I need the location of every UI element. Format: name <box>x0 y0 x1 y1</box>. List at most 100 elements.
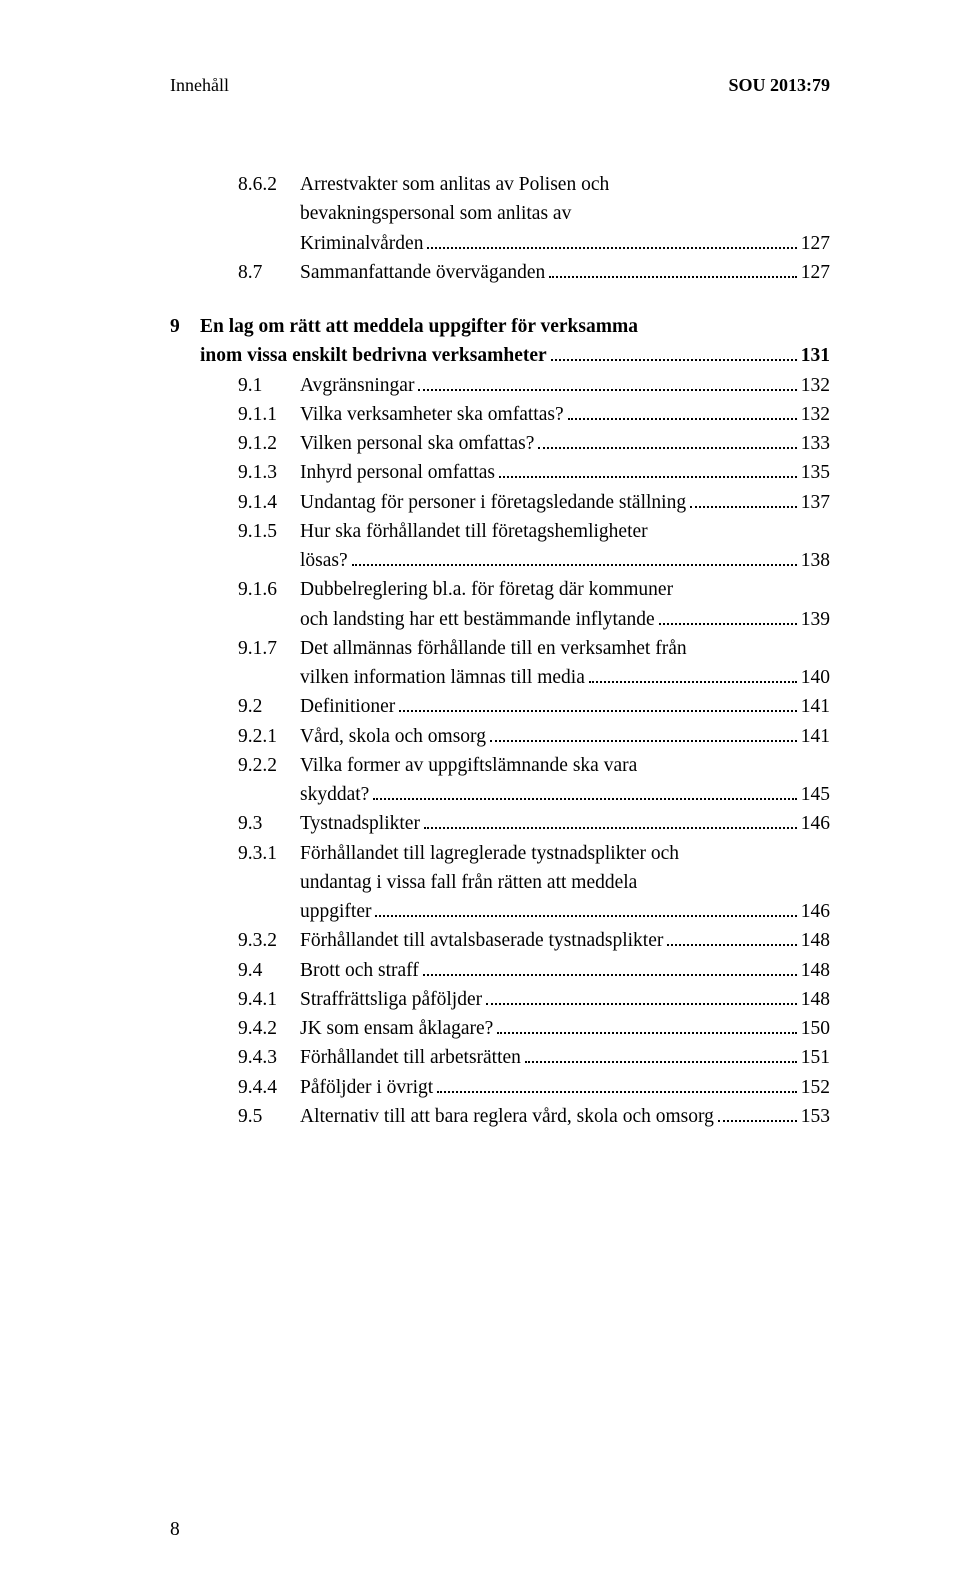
toc-line: 9.3.2Förhållandet till avtalsbaserade ty… <box>170 926 830 955</box>
toc-line: 9.5Alternativ till att bara reglera vård… <box>170 1102 830 1131</box>
toc-page: 146 <box>801 897 830 926</box>
toc-number: 9.1.1 <box>238 400 300 429</box>
toc-line: Kriminalvården127 <box>170 229 830 258</box>
toc-line: 9.1.5Hur ska förhållandet till företagsh… <box>170 517 830 546</box>
toc-leader-dots <box>659 623 797 625</box>
toc-leader-dots <box>525 1061 797 1063</box>
toc-page: 153 <box>801 1102 830 1131</box>
toc-page: 131 <box>801 341 830 370</box>
toc-line: vilken information lämnas till media 140 <box>170 663 830 692</box>
toc-line: 9En lag om rätt att meddela uppgifter fö… <box>170 312 830 341</box>
toc-text: Det allmännas förhållande till en verksa… <box>300 634 687 663</box>
toc-text: Alternativ till att bara reglera vård, s… <box>300 1102 714 1131</box>
toc-page: 151 <box>801 1043 830 1072</box>
toc-number: 9.1.7 <box>238 634 300 663</box>
toc-text: Inhyrd personal omfattas <box>300 458 495 487</box>
toc-page: 135 <box>801 458 830 487</box>
toc-line: 9.1.1Vilka verksamheter ska omfattas? 132 <box>170 400 830 429</box>
toc-number: 9.4 <box>238 956 300 985</box>
toc-text: lösas? <box>300 546 348 575</box>
toc-line: 9.4Brott och straff148 <box>170 956 830 985</box>
toc-number: 9.4.4 <box>238 1073 300 1102</box>
toc-number: 9.1.2 <box>238 429 300 458</box>
toc-number: 9.1 <box>238 371 300 400</box>
toc-page: 132 <box>801 400 830 429</box>
toc-line: och landsting har ett bestämmande inflyt… <box>170 605 830 634</box>
toc-number: 9.3 <box>238 809 300 838</box>
toc-leader-dots <box>418 389 796 391</box>
toc-text: Avgränsningar <box>300 371 414 400</box>
toc-text: skyddat? <box>300 780 369 809</box>
toc-number: 9.1.4 <box>238 488 300 517</box>
toc-page: 127 <box>801 258 830 287</box>
toc-text: och landsting har ett bestämmande inflyt… <box>300 605 655 634</box>
toc-page: 150 <box>801 1014 830 1043</box>
toc-number: 9.4.1 <box>238 985 300 1014</box>
toc-leader-dots <box>549 276 796 278</box>
toc-text: Dubbelreglering bl.a. för företag där ko… <box>300 575 673 604</box>
toc-page: 132 <box>801 371 830 400</box>
toc-text: Definitioner <box>300 692 395 721</box>
toc-text: Hur ska förhållandet till företagshemlig… <box>300 517 648 546</box>
toc-line: 9.2.2Vilka former av uppgiftslämnande sk… <box>170 751 830 780</box>
toc-page: 146 <box>801 809 830 838</box>
toc-number: 9.4.2 <box>238 1014 300 1043</box>
toc-number: 9.2.2 <box>238 751 300 780</box>
toc-leader-dots <box>690 506 797 508</box>
toc-line: lösas?138 <box>170 546 830 575</box>
toc-text: Vilken personal ska omfattas? <box>300 429 534 458</box>
toc-number: 9.2 <box>238 692 300 721</box>
toc-number: 9.3.1 <box>238 839 300 868</box>
toc-page: 133 <box>801 429 830 458</box>
toc-leader-dots <box>490 740 797 742</box>
toc-line: 9.1.3Inhyrd personal omfattas135 <box>170 458 830 487</box>
toc-text: Arrestvakter som anlitas av Polisen och <box>300 170 609 199</box>
toc-text: Förhållandet till lagreglerade tystnadsp… <box>300 839 679 868</box>
toc-line: 9.4.1Straffrättsliga påföljder148 <box>170 985 830 1014</box>
toc-line: 9.3Tystnadsplikter 146 <box>170 809 830 838</box>
toc-line: uppgifter 146 <box>170 897 830 926</box>
toc-leader-dots <box>718 1120 797 1122</box>
toc-number: 9.5 <box>238 1102 300 1131</box>
toc-line: 8.6.2Arrestvakter som anlitas av Polisen… <box>170 170 830 199</box>
toc-text: JK som ensam åklagare? <box>300 1014 493 1043</box>
toc-line: 9.2.1Vård, skola och omsorg141 <box>170 722 830 751</box>
toc-text: Vilka former av uppgiftslämnande ska var… <box>300 751 637 780</box>
toc-text: Sammanfattande överväganden <box>300 258 545 287</box>
page-number: 8 <box>170 1519 180 1541</box>
toc-line: 8.7Sammanfattande överväganden 127 <box>170 258 830 287</box>
toc-leader-dots <box>589 681 797 683</box>
toc-line: 9.1.2Vilken personal ska omfattas? 133 <box>170 429 830 458</box>
toc-number: 9 <box>170 312 200 341</box>
toc-leader-dots <box>352 564 797 566</box>
toc-page: 140 <box>801 663 830 692</box>
toc-leader-dots <box>424 827 797 829</box>
toc-text: Vilka verksamheter ska omfattas? <box>300 400 564 429</box>
toc-text: Förhållandet till arbetsrätten <box>300 1043 521 1072</box>
toc-text: inom vissa enskilt bedrivna verksamheter <box>200 341 547 370</box>
toc-line: 9.4.2JK som ensam åklagare? 150 <box>170 1014 830 1043</box>
toc-line: 9.2Definitioner141 <box>170 692 830 721</box>
toc-text: Undantag för personer i företagsledande … <box>300 488 686 517</box>
toc-line: 9.3.1Förhållandet till lagreglerade tyst… <box>170 839 830 868</box>
toc-number: 8.7 <box>238 258 300 287</box>
toc-page: 139 <box>801 605 830 634</box>
toc-leader-dots <box>373 798 796 800</box>
toc-number: 9.1.6 <box>238 575 300 604</box>
header-right: SOU 2013:79 <box>728 75 830 96</box>
toc-leader-dots <box>551 359 797 361</box>
toc-number: 8.6.2 <box>238 170 300 199</box>
toc-text: uppgifter <box>300 897 371 926</box>
toc-line: 9.1.6Dubbelreglering bl.a. för företag d… <box>170 575 830 604</box>
toc-text: Tystnadsplikter <box>300 809 420 838</box>
toc-line: bevakningspersonal som anlitas av <box>170 199 830 228</box>
toc-text: Påföljder i övrigt <box>300 1073 433 1102</box>
toc-text: vilken information lämnas till media <box>300 663 585 692</box>
toc-line: 9.4.4Påföljder i övrigt 152 <box>170 1073 830 1102</box>
toc-page: 141 <box>801 722 830 751</box>
toc-number: 9.1.5 <box>238 517 300 546</box>
toc-line: inom vissa enskilt bedrivna verksamheter… <box>170 341 830 370</box>
toc-page: 127 <box>801 229 830 258</box>
toc-page: 152 <box>801 1073 830 1102</box>
toc-leader-dots <box>375 915 796 917</box>
